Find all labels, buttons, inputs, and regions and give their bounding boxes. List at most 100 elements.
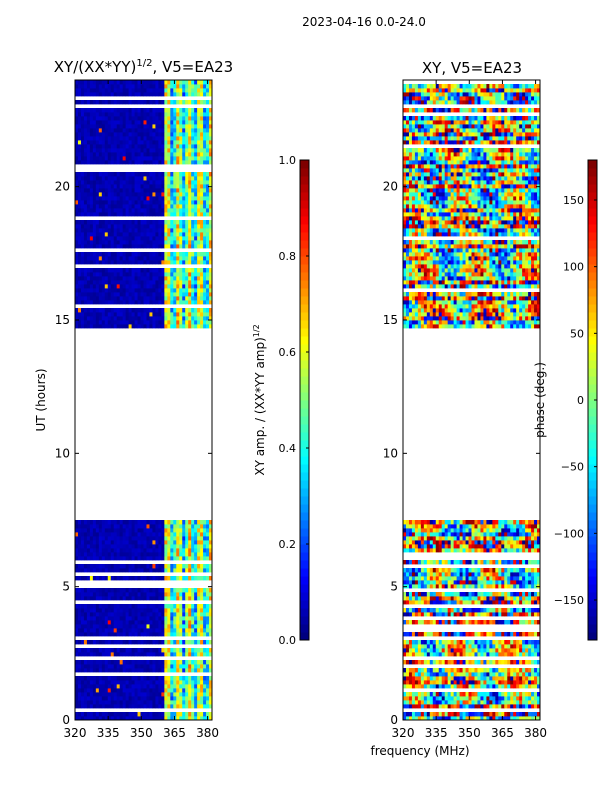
heatmap-cell [173, 200, 177, 205]
heatmap-cell [83, 204, 88, 209]
heatmap-cell [191, 676, 195, 681]
heatmap-cell [200, 308, 204, 313]
heatmap-cell [450, 716, 455, 721]
heatmap-cell [119, 628, 124, 633]
heatmap-cell [113, 116, 118, 121]
heatmap-cell [77, 628, 82, 633]
heatmap-cell [194, 200, 198, 205]
heatmap-cell [75, 528, 79, 533]
heatmap-cell [519, 676, 523, 681]
heatmap-cell [176, 112, 180, 117]
heatmap-cell [182, 132, 186, 137]
heatmap-cell [164, 212, 168, 217]
heatmap-cell [125, 296, 130, 301]
heatmap-cell [182, 148, 186, 153]
heatmap-cell [131, 544, 135, 549]
heatmap-cell [89, 692, 94, 697]
heatmap-cell [80, 624, 85, 629]
heatmap-cell [107, 172, 112, 177]
heatmap-cell [471, 676, 475, 681]
heatmap-cell [182, 124, 186, 129]
heatmap-cell [113, 520, 118, 525]
heatmap-cell [161, 200, 165, 205]
heatmap-cell [170, 284, 174, 289]
heatmap-cell [155, 120, 159, 125]
heatmap-cell [75, 232, 79, 237]
heatmap-cell [80, 620, 85, 625]
heatmap-cell [167, 704, 171, 709]
heatmap-cell [83, 668, 88, 673]
heatmap-cell [92, 288, 97, 293]
heatmap-cell [450, 660, 455, 665]
heatmap-cell [149, 300, 153, 305]
heatmap-cell [107, 284, 112, 289]
heatmap-cell [429, 668, 434, 673]
heatmap-cell [510, 676, 514, 681]
heatmap-cell [95, 668, 100, 673]
heatmap-cell [170, 172, 174, 177]
heatmap-cell [75, 80, 79, 85]
heatmap-cell [182, 224, 186, 229]
heatmap-cell [80, 220, 85, 225]
heatmap-cell [143, 252, 147, 257]
heatmap-cell [107, 556, 112, 561]
heatmap-cell [75, 280, 79, 285]
heatmap-cell [507, 696, 511, 701]
heatmap-cell [125, 152, 130, 157]
heatmap-cell [194, 188, 198, 193]
heatmap-cell [185, 100, 189, 105]
heatmap-cell [80, 576, 85, 581]
heatmap-cell [134, 272, 138, 277]
heatmap-cell [197, 224, 201, 229]
heatmap-cell [173, 224, 177, 229]
heatmap-cell [104, 564, 109, 569]
heatmap-cell [173, 144, 177, 149]
heatmap-cell [179, 712, 183, 717]
heatmap-cell [98, 120, 103, 125]
heatmap-cell [435, 684, 440, 689]
heatmap-cell [131, 628, 135, 633]
heatmap-cell [113, 604, 118, 609]
heatmap-cell [146, 568, 150, 573]
heatmap-cell [182, 564, 186, 569]
heatmap-cell [161, 124, 165, 129]
heatmap-cell [83, 700, 88, 705]
heatmap-cell [185, 712, 189, 717]
heatmap-cell [143, 292, 147, 297]
heatmap-cell [107, 620, 112, 625]
heatmap-cell [98, 544, 103, 549]
heatmap-cell [101, 660, 106, 665]
heatmap-cell [131, 184, 135, 189]
colorbar-step [300, 472, 309, 481]
heatmap-cell [128, 228, 132, 233]
heatmap-cell [522, 672, 526, 677]
heatmap-cell [188, 700, 192, 705]
heatmap-cell [149, 276, 153, 281]
heatmap-cell [203, 692, 207, 697]
heatmap-cell [188, 688, 192, 693]
heatmap-cell [113, 320, 118, 325]
heatmap-cell [158, 224, 162, 229]
heatmap-cell [167, 308, 171, 313]
heatmap-cell [143, 140, 147, 145]
heatmap-cell [158, 532, 162, 537]
heatmap-cell [200, 188, 204, 193]
heatmap-cell [113, 88, 118, 93]
amplitude-panel-title: XY/(XX*YY)1/2, V5=EA23 [54, 58, 233, 76]
heatmap-cell [206, 628, 210, 633]
heatmap-cell [182, 228, 186, 233]
heatmap-cell [161, 632, 165, 637]
heatmap-cell [98, 284, 103, 289]
heatmap-cell [113, 148, 118, 153]
heatmap-cell [98, 712, 103, 717]
heatmap-cell [504, 660, 508, 665]
heatmap-cell [83, 544, 88, 549]
heatmap-cell [116, 204, 121, 209]
heatmap-cell [92, 668, 97, 673]
heatmap-cell [194, 156, 198, 161]
heatmap-cell [116, 688, 121, 693]
heatmap-cell [432, 684, 437, 689]
heatmap-cell [98, 152, 103, 157]
heatmap-cell [438, 704, 443, 709]
heatmap-cell [206, 88, 210, 93]
